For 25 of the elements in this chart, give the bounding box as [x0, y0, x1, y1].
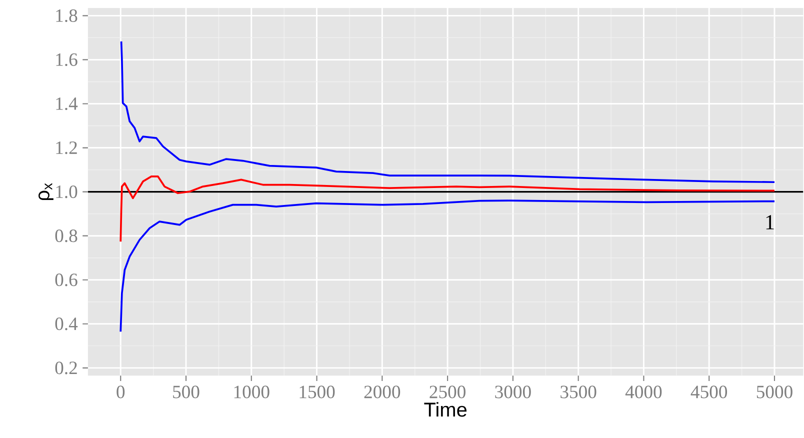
y-tick-label: 0.8 — [55, 230, 78, 242]
x-axis-title: Time — [424, 402, 467, 417]
y-axis-title: ρ$_{x}$ — [38, 183, 54, 200]
y-tick-label: 1.4 — [56, 98, 78, 110]
x-tick-label: 4000 — [625, 386, 662, 398]
y-tick-label: 0.2 — [55, 362, 77, 374]
x-tick-label: 500 — [173, 386, 200, 398]
x-tick-label: 5000 — [756, 386, 792, 398]
x-tick-label: 3000 — [495, 386, 531, 398]
x-tick-label: 1500 — [300, 386, 335, 398]
x-tick-label: 2500 — [430, 386, 466, 398]
x-tick-label: 3500 — [560, 386, 596, 398]
y-tick-label: 0.4 — [55, 318, 78, 330]
line-series — [120, 200, 776, 333]
y-tick-label: 1.6 — [56, 54, 78, 66]
ref-line-label: 1 — [766, 215, 774, 230]
y-tick-label: 1.0 — [56, 186, 78, 198]
x-tick-label: 0 — [116, 386, 125, 398]
y-tick-label: 1.2 — [56, 142, 77, 154]
y-tick-label: 0.6 — [55, 274, 78, 286]
x-tick-label: 2000 — [364, 386, 400, 398]
x-tick-label: 4500 — [690, 386, 728, 398]
x-tick-label: 1000 — [234, 386, 270, 398]
line-series — [120, 176, 776, 243]
y-tick-label: 1.8 — [56, 10, 78, 22]
